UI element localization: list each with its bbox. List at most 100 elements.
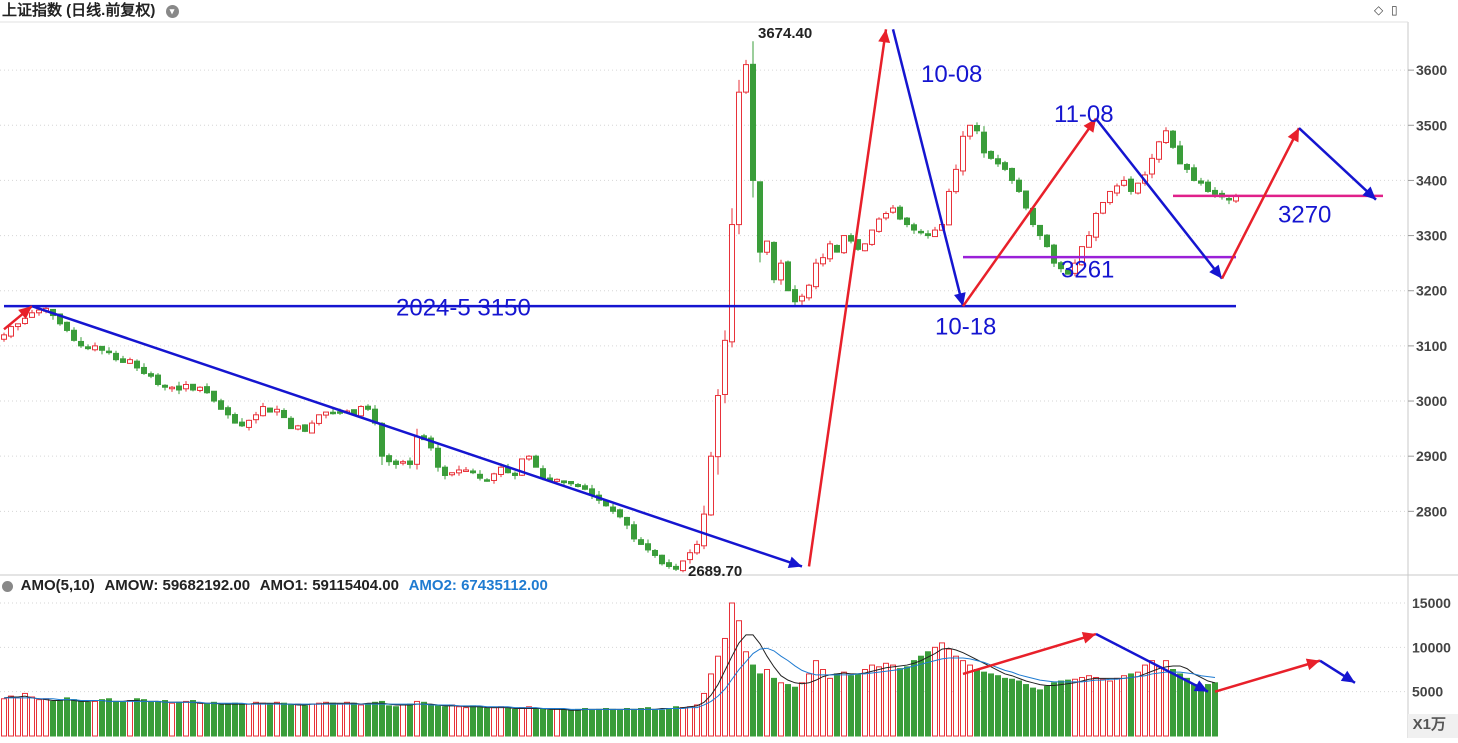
- candle[interactable]: [729, 224, 735, 343]
- candle[interactable]: [862, 243, 868, 252]
- volume-bar[interactable]: [1086, 675, 1092, 737]
- candle[interactable]: [120, 358, 126, 363]
- candle[interactable]: [631, 524, 637, 540]
- volume-bar[interactable]: [701, 692, 707, 737]
- volume-bar[interactable]: [442, 706, 448, 737]
- candle[interactable]: [687, 552, 693, 561]
- candle[interactable]: [309, 422, 315, 434]
- candle[interactable]: [708, 455, 714, 516]
- candle[interactable]: [1100, 201, 1106, 214]
- volume-bar[interactable]: [554, 708, 560, 737]
- volume-bar[interactable]: [50, 700, 56, 737]
- candle[interactable]: [92, 345, 98, 351]
- candle[interactable]: [456, 469, 462, 474]
- volume-bar[interactable]: [631, 708, 637, 737]
- candle[interactable]: [1198, 180, 1204, 184]
- volume-bar[interactable]: [1149, 660, 1155, 737]
- volume-bar[interactable]: [484, 708, 490, 737]
- volume-bar[interactable]: [407, 703, 413, 737]
- volume-bar[interactable]: [106, 698, 112, 737]
- volume-bar[interactable]: [813, 660, 819, 737]
- volume-bar[interactable]: [897, 668, 903, 737]
- candle[interactable]: [99, 345, 105, 351]
- volume-bar[interactable]: [967, 664, 973, 737]
- volume-bar[interactable]: [372, 701, 378, 737]
- candle[interactable]: [827, 243, 833, 260]
- volume-bar[interactable]: [71, 699, 77, 737]
- volume-bar[interactable]: [15, 697, 21, 737]
- volume-bar[interactable]: [134, 698, 140, 737]
- candle[interactable]: [379, 422, 385, 457]
- candle[interactable]: [645, 543, 651, 551]
- candle[interactable]: [449, 472, 455, 476]
- candle[interactable]: [1163, 130, 1169, 143]
- candle[interactable]: [1016, 179, 1022, 192]
- candle[interactable]: [288, 417, 294, 430]
- candle[interactable]: [841, 235, 847, 254]
- candle[interactable]: [981, 131, 987, 154]
- candle[interactable]: [666, 562, 672, 567]
- volume-bar[interactable]: [29, 696, 35, 737]
- candle[interactable]: [1009, 167, 1015, 181]
- candle[interactable]: [148, 373, 154, 377]
- volume-bar[interactable]: [925, 651, 931, 737]
- candle[interactable]: [414, 436, 420, 465]
- volume-bar[interactable]: [666, 708, 672, 737]
- diamond-icon[interactable]: ◇: [1374, 3, 1384, 17]
- candle[interactable]: [246, 419, 252, 428]
- window-icon[interactable]: ▯: [1391, 3, 1398, 17]
- volume-bar[interactable]: [1198, 686, 1204, 737]
- volume-bar[interactable]: [785, 684, 791, 737]
- candle[interactable]: [29, 312, 35, 318]
- candle[interactable]: [799, 295, 805, 302]
- candle[interactable]: [498, 466, 504, 475]
- volume-bar[interactable]: [232, 702, 238, 737]
- volume-bar[interactable]: [939, 642, 945, 737]
- candle[interactable]: [1065, 269, 1071, 275]
- candle[interactable]: [995, 158, 1001, 165]
- volume-bar[interactable]: [225, 703, 231, 737]
- candle[interactable]: [190, 383, 196, 391]
- volume-bar[interactable]: [64, 697, 70, 737]
- candle[interactable]: [904, 217, 910, 226]
- volume-bar[interactable]: [806, 673, 812, 737]
- volume-bar[interactable]: [729, 602, 735, 737]
- volume-bar[interactable]: [645, 707, 651, 737]
- candle[interactable]: [869, 229, 875, 245]
- candle[interactable]: [1128, 178, 1134, 192]
- volume-bar[interactable]: [57, 700, 63, 737]
- candle[interactable]: [316, 414, 322, 424]
- candle[interactable]: [113, 352, 119, 361]
- candle[interactable]: [64, 321, 70, 331]
- candle[interactable]: [554, 478, 560, 482]
- volume-bar[interactable]: [652, 708, 658, 737]
- volume-bar[interactable]: [456, 706, 462, 737]
- volume-bar[interactable]: [1114, 677, 1120, 737]
- volume-bar[interactable]: [211, 701, 217, 737]
- candle[interactable]: [575, 483, 581, 488]
- volume-bar[interactable]: [568, 709, 574, 737]
- candle[interactable]: [71, 329, 77, 341]
- candle[interactable]: [239, 421, 245, 427]
- volume-bar[interactable]: [1093, 676, 1099, 737]
- candle[interactable]: [911, 224, 917, 231]
- volume-bar[interactable]: [1191, 684, 1197, 737]
- volume-bar[interactable]: [862, 669, 868, 737]
- volume-bar[interactable]: [778, 682, 784, 737]
- candle[interactable]: [1149, 157, 1155, 175]
- volume-bar[interactable]: [197, 702, 203, 737]
- candle[interactable]: [953, 168, 959, 193]
- volume-bar[interactable]: [316, 702, 322, 737]
- volume-bar[interactable]: [953, 655, 959, 737]
- volume-bar[interactable]: [218, 704, 224, 737]
- volume-bar[interactable]: [708, 673, 714, 737]
- volume-bar[interactable]: [1037, 689, 1043, 737]
- volume-bar[interactable]: [519, 707, 525, 737]
- volume-bar[interactable]: [22, 692, 28, 737]
- volume-bar[interactable]: [1079, 676, 1085, 737]
- volume-bar[interactable]: [687, 706, 693, 737]
- volume-bar[interactable]: [561, 708, 567, 737]
- candle[interactable]: [407, 460, 413, 465]
- volume-bar[interactable]: [239, 704, 245, 737]
- volume-bar[interactable]: [722, 637, 728, 737]
